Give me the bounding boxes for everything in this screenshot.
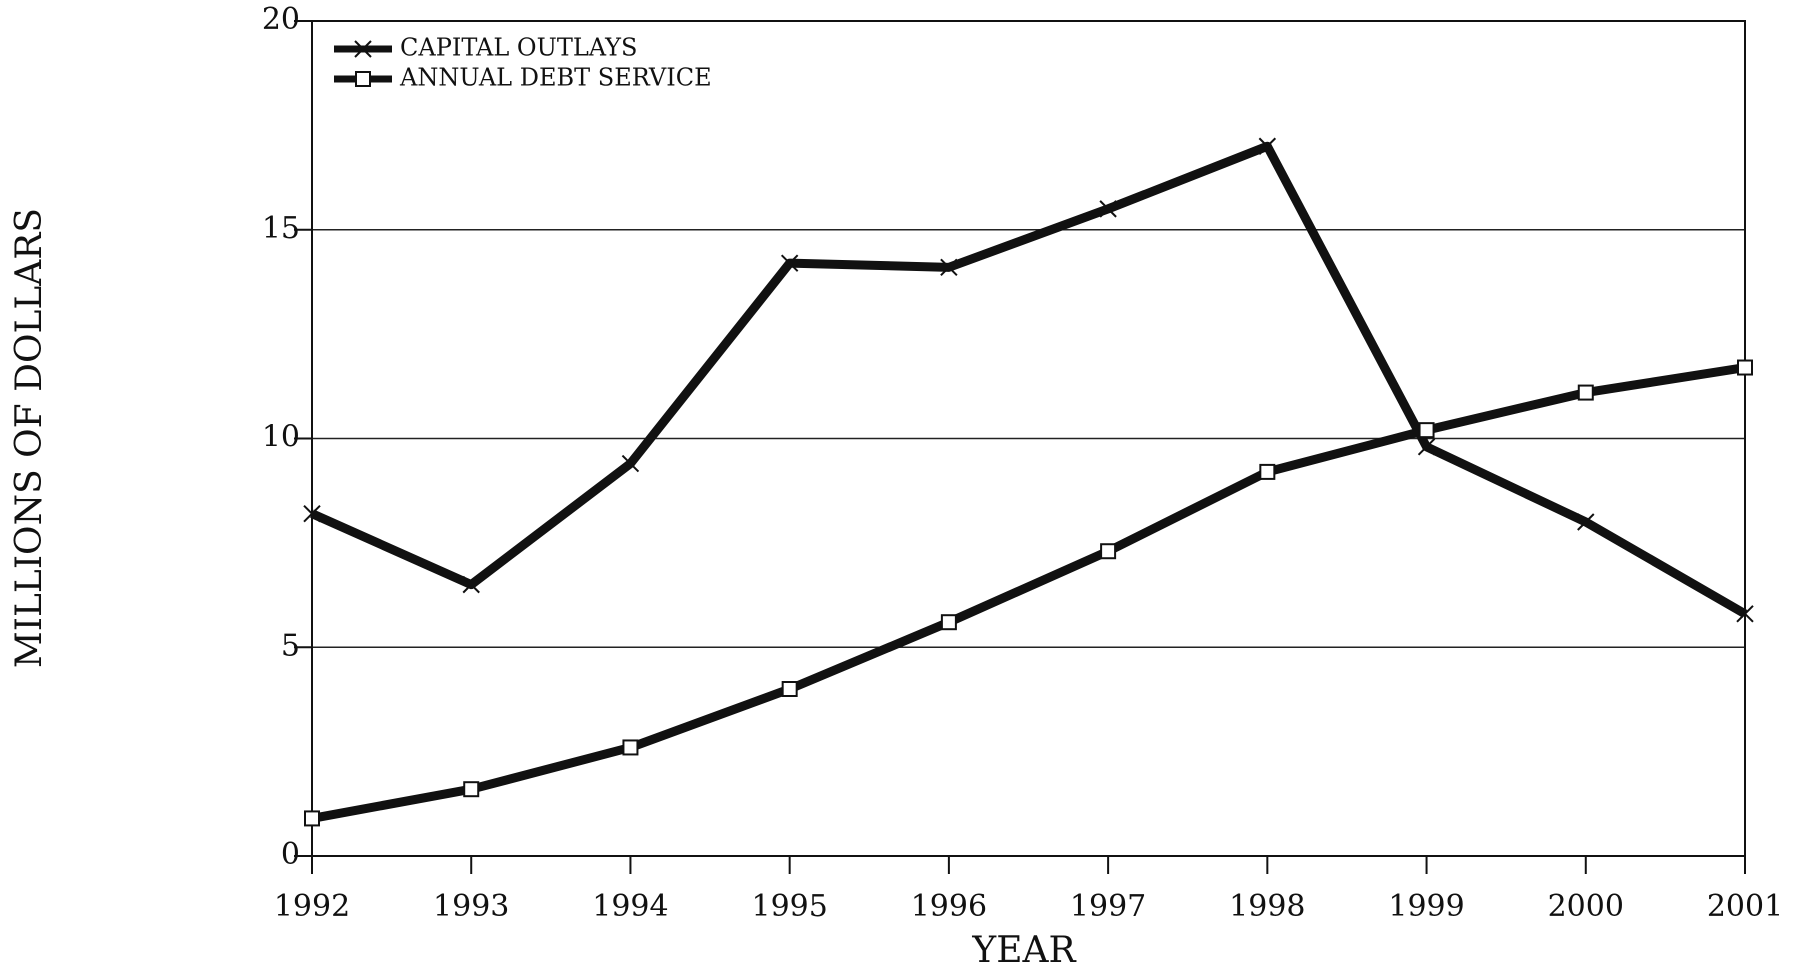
x-tick-label: 1998 xyxy=(1229,889,1305,924)
square-marker xyxy=(940,614,957,631)
marker-shape xyxy=(355,71,371,87)
x-marker xyxy=(462,575,480,594)
square-marker xyxy=(1259,463,1276,480)
x-marker xyxy=(354,40,372,58)
x-tick-label: 1995 xyxy=(751,889,827,924)
x-marker xyxy=(1577,513,1595,531)
x-marker xyxy=(1736,605,1754,623)
y-tick-label: 0 xyxy=(281,837,300,872)
x-marker xyxy=(1417,438,1436,456)
marker-shape xyxy=(303,504,321,523)
y-axis-title: MILLIONS OF DOLLARS xyxy=(9,208,50,668)
marker-shape xyxy=(463,781,480,798)
marker-shape xyxy=(780,254,799,272)
x-tick-label: 2000 xyxy=(1548,889,1624,924)
marker-shape xyxy=(1418,422,1435,439)
marker-shape xyxy=(1737,359,1753,376)
y-tick-label: 5 xyxy=(281,628,300,663)
square-marker xyxy=(1577,384,1594,401)
marker-shape xyxy=(354,40,372,58)
legend-label: ANNUAL DEBT SERVICE xyxy=(399,64,712,92)
x-axis-title: YEAR xyxy=(971,930,1076,968)
legend-label: CAPITAL OUTLAYS xyxy=(400,34,637,62)
square-marker xyxy=(1418,422,1435,439)
marker-shape xyxy=(940,614,957,631)
x-marker xyxy=(303,504,321,523)
marker-shape xyxy=(462,575,480,594)
marker-shape xyxy=(1577,384,1594,401)
x-tick-label: 2001 xyxy=(1707,889,1783,924)
marker-shape xyxy=(304,810,320,827)
marker-shape xyxy=(621,454,640,473)
x-tick-label: 1997 xyxy=(1070,889,1146,924)
x-marker xyxy=(1258,137,1277,155)
marker-shape xyxy=(1099,200,1117,218)
marker-shape xyxy=(1417,438,1436,456)
square-marker xyxy=(1737,359,1753,376)
square-marker xyxy=(1100,543,1117,560)
square-marker xyxy=(781,681,798,697)
y-tick-label: 10 xyxy=(262,420,300,455)
marker-shape xyxy=(622,739,639,756)
x-marker xyxy=(621,454,640,473)
square-marker xyxy=(304,810,320,827)
marker-shape xyxy=(1100,543,1117,560)
x-marker xyxy=(1099,200,1117,218)
marker-shape xyxy=(781,681,798,697)
plot-frame xyxy=(311,20,1746,857)
x-marker xyxy=(780,254,799,272)
marker-shape xyxy=(1577,513,1595,531)
square-marker xyxy=(622,739,639,756)
marker-shape xyxy=(1736,605,1754,623)
x-tick-label: 1994 xyxy=(592,889,668,924)
square-marker xyxy=(355,71,371,87)
marker-shape xyxy=(940,258,958,277)
marker-shape xyxy=(1259,463,1276,480)
series-line xyxy=(311,363,1746,823)
x-tick-label: 1999 xyxy=(1388,889,1464,924)
series-line xyxy=(310,141,1748,618)
marker-shape xyxy=(1258,137,1277,155)
x-tick-label: 1992 xyxy=(274,889,350,924)
y-tick-label: 20 xyxy=(262,2,300,37)
x-tick-label: 1993 xyxy=(433,889,509,924)
x-tick-label: 1996 xyxy=(911,889,987,924)
y-tick-label: 15 xyxy=(262,211,300,246)
x-marker xyxy=(940,258,958,277)
square-marker xyxy=(463,781,480,798)
